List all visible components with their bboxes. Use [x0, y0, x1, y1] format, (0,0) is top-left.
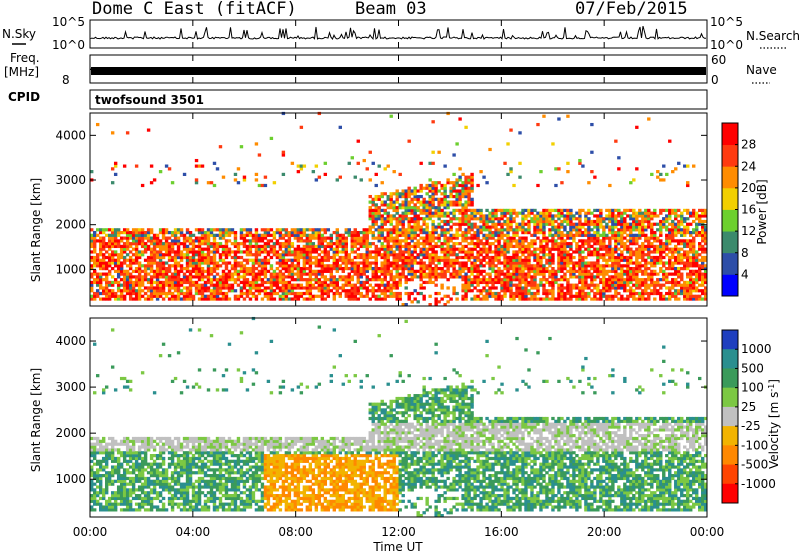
range-tick-label: 1000	[55, 472, 86, 486]
time-axis-label: Time UT	[372, 540, 423, 554]
velocity-y-ticks: 1000 2000 3000 4000	[55, 334, 707, 486]
colorbar-tick-label: 25	[741, 400, 756, 414]
frequency-band	[91, 67, 706, 75]
time-tick-label: 08:00	[278, 525, 313, 539]
date-label: 07/Feb/2015	[575, 0, 688, 19]
cpid-label: CPID	[8, 90, 40, 104]
range-tick-label: 3000	[55, 380, 86, 394]
range-tick-label: 2000	[55, 218, 86, 232]
nave-tick-high: 60	[711, 53, 726, 67]
noise-sky-trace	[90, 25, 707, 41]
colorbar-tick-label: 8	[741, 246, 749, 260]
power-colorbar-label: Power [dB]	[755, 179, 769, 244]
nave-label: Nave	[746, 63, 777, 77]
freq-label: Freq.	[10, 51, 40, 65]
velocity-colorbar-label: Velocity [m s-1]	[767, 379, 781, 469]
noise-right-tick-high: 10^5	[710, 15, 743, 29]
power-heatmap	[90, 111, 708, 307]
colorbar-tick-label: 24	[741, 159, 756, 173]
noise-right-tick-low: 10^0	[710, 38, 743, 52]
colorbar-tick-label: -500	[741, 458, 768, 472]
time-tick-label: 04:00	[176, 525, 211, 539]
colorbar-tick-label: -25	[741, 419, 761, 433]
colorbar-tick-label: 500	[741, 361, 764, 375]
nave-trace	[90, 68, 707, 73]
colorbar-tick-label: 4	[741, 267, 749, 281]
range-tick-label: 4000	[55, 334, 86, 348]
time-tick-label: 00:00	[73, 525, 108, 539]
time-tick-label: 00:00	[690, 525, 725, 539]
nave-tick-low: 0	[711, 73, 719, 87]
time-axis-ticks: 00:00 04:00 08:00 12:00 16:00 20:00 00:00	[73, 20, 725, 539]
noise-search-label: N.Search	[746, 29, 800, 43]
time-tick-label: 12:00	[381, 525, 416, 539]
colorbar-tick-label: 100	[741, 381, 764, 395]
noise-left-tick-high: 10^5	[52, 15, 85, 29]
colorbar-tick-label: 16	[741, 203, 756, 217]
power-colorbar: 4 8 12 16 20 24 28	[721, 122, 756, 297]
beam-label: Beam 03	[355, 0, 427, 19]
noise-sky-label: N.Sky	[2, 27, 36, 41]
cpid-panel: CPID twofsound 3501	[8, 89, 708, 110]
velocity-colorbar: 1000 500 100 25 -25 -100 -500 -1000	[721, 329, 776, 504]
frequency-panel: Freq. [MHz] 8 60 0 Nave	[4, 51, 777, 87]
power-panel: 1000 2000 3000 4000 Slant Range [km] 4 8 12 16…	[29, 111, 769, 307]
colorbar-tick-label: -1000	[741, 477, 776, 491]
colorbar-tick-label: 12	[741, 224, 756, 238]
time-tick-label: 16:00	[484, 525, 519, 539]
colorbar-tick-label: 20	[741, 181, 756, 195]
cpid-program: twofsound 3501	[95, 93, 204, 107]
noise-left-tick-low: 10^0	[52, 38, 85, 52]
freq-unit-label: [MHz]	[4, 65, 39, 79]
velocity-y-label: Slant Range [km]	[29, 368, 43, 472]
noise-panel: N.Sky 10^5 10^0 10^5 10^0 N.Search	[2, 15, 800, 52]
site-title: Dome C East (fitACF)	[92, 0, 297, 19]
colorbar-tick-label: 28	[741, 138, 756, 152]
range-tick-label: 1000	[55, 262, 86, 276]
power-y-ticks: 1000 2000 3000 4000	[55, 128, 707, 276]
freq-tick: 8	[62, 73, 70, 87]
time-tick-label: 20:00	[587, 525, 622, 539]
power-y-label: Slant Range [km]	[29, 178, 43, 282]
colorbar-tick-label: -100	[741, 438, 768, 452]
colorbar-tick-label: 1000	[741, 342, 772, 356]
range-tick-label: 3000	[55, 173, 86, 187]
range-tick-label: 4000	[55, 128, 86, 142]
range-tick-label: 2000	[55, 426, 86, 440]
velocity-heatmap	[90, 316, 708, 518]
